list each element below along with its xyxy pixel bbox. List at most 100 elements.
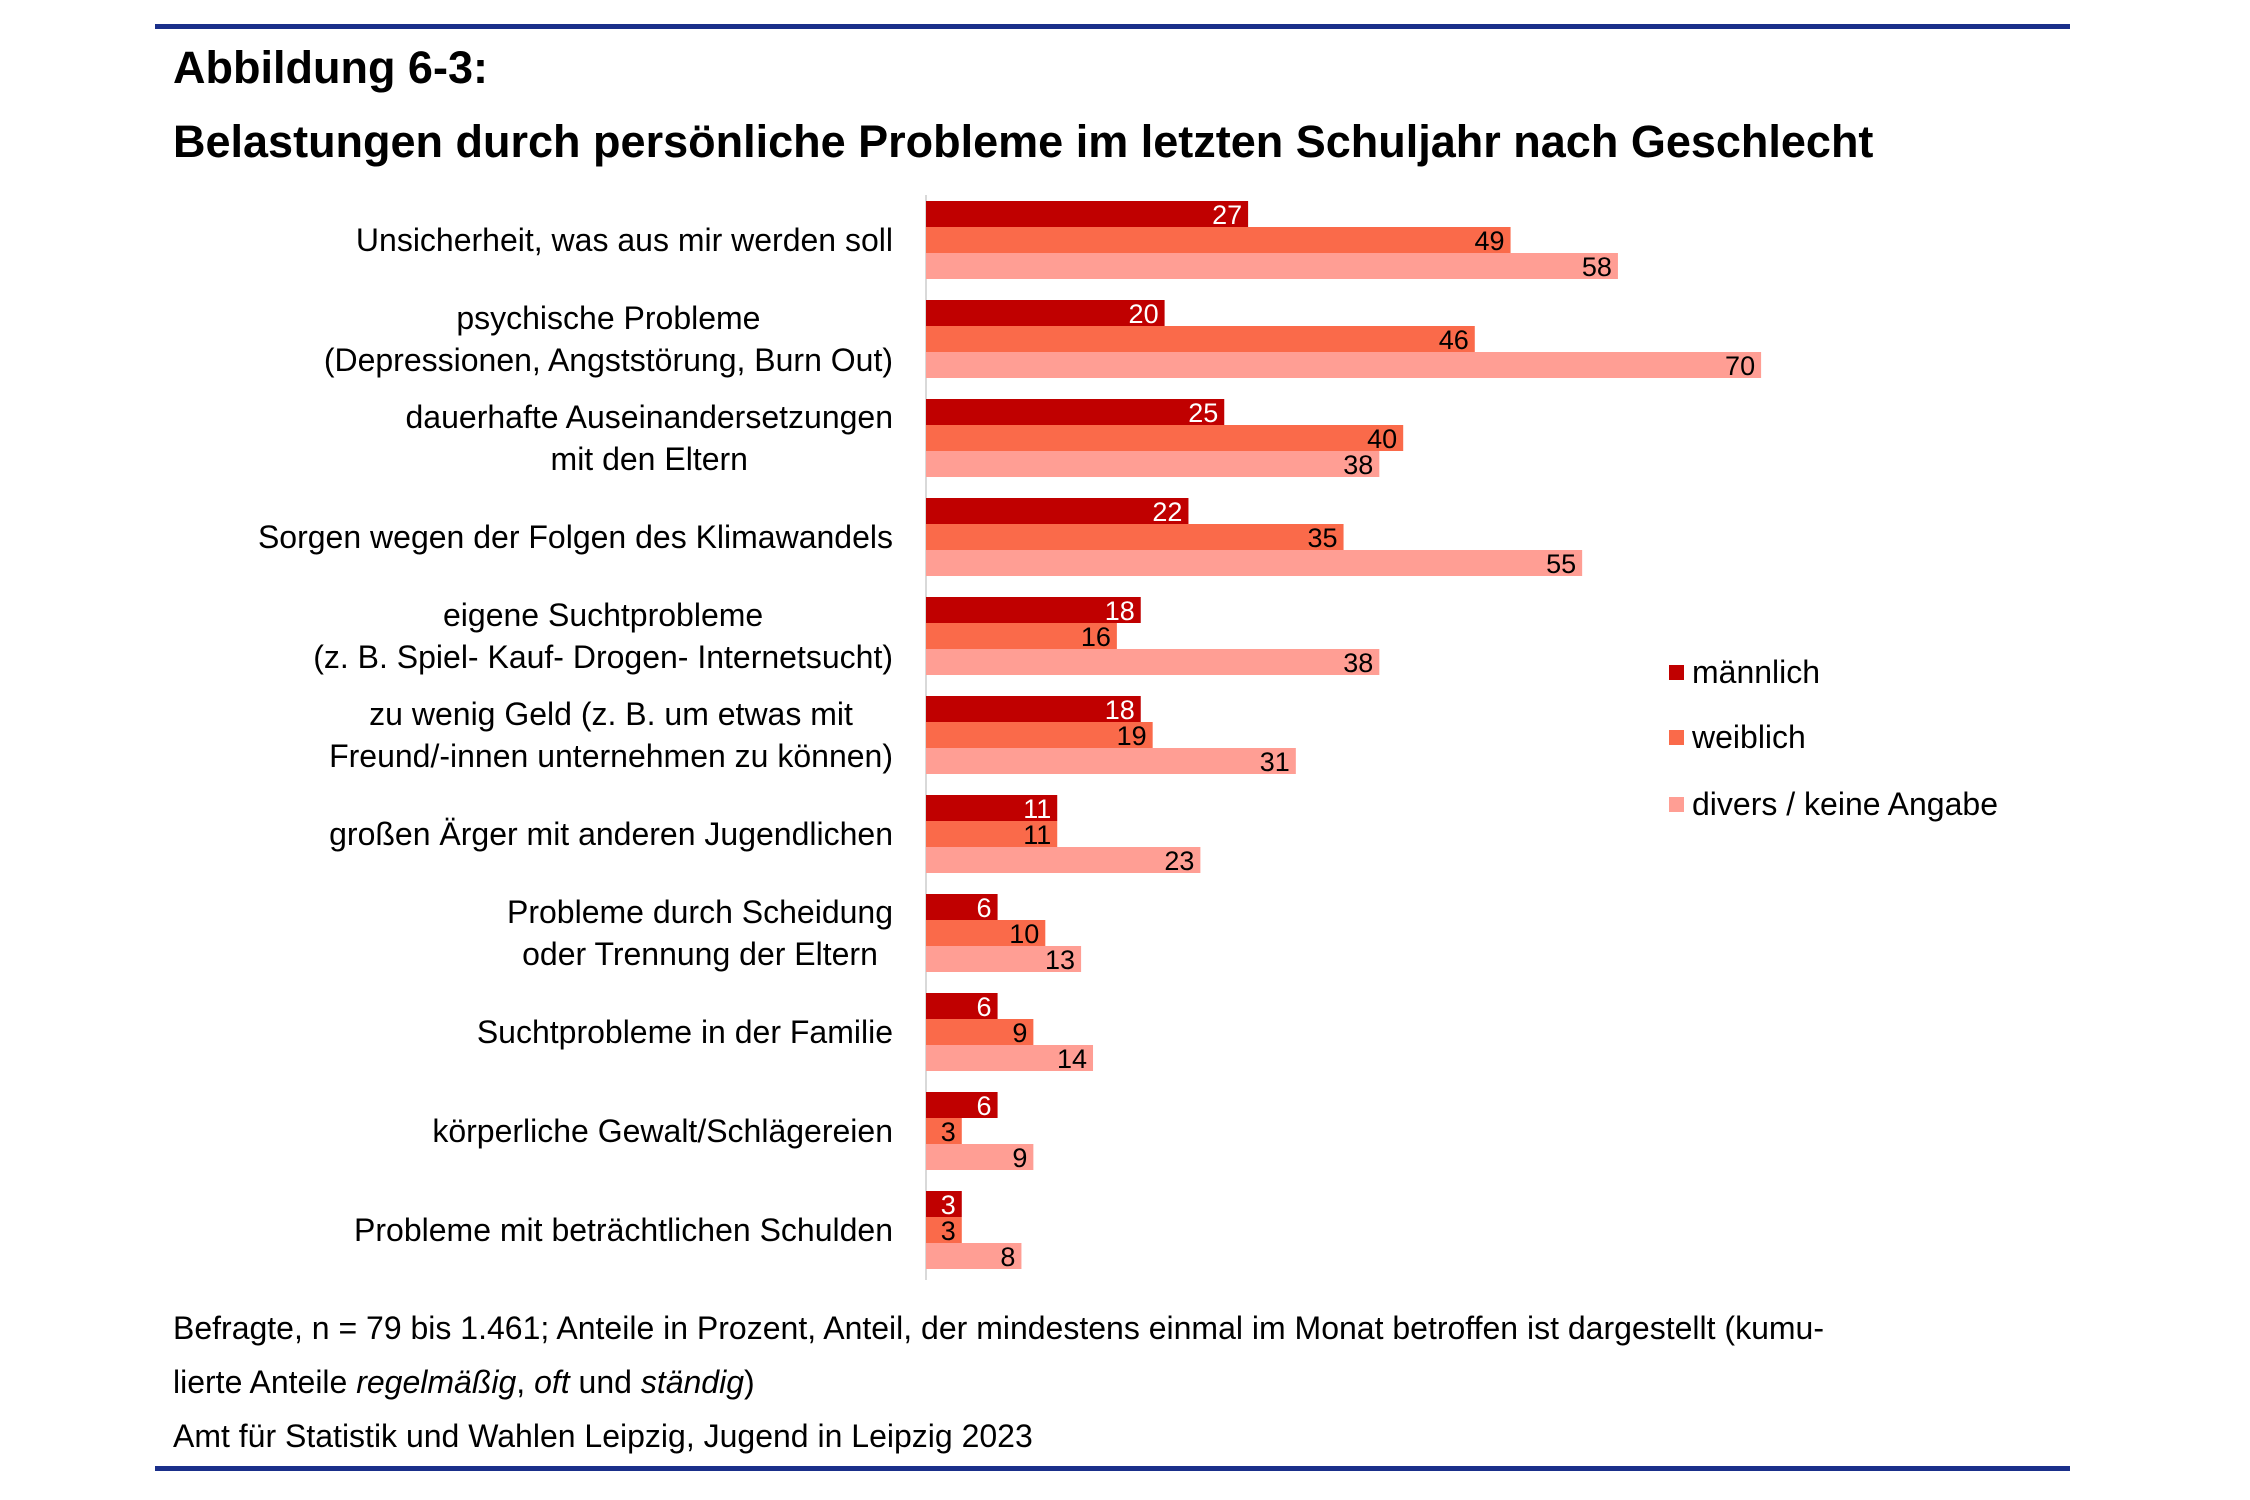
category-label-text: Probleme mit beträchtlichen Schulden: [354, 1212, 893, 1248]
legend-label: weiblich: [1692, 719, 1806, 755]
category-label-text: großen Ärger mit anderen Jugendlichen: [329, 816, 893, 852]
footnote-text: lierte Anteile: [173, 1364, 357, 1400]
bar: [926, 696, 1141, 722]
data-label: 19: [1117, 721, 1147, 751]
bar: [926, 795, 1058, 821]
data-label: 40: [1367, 424, 1397, 454]
footnote-line1: Befragte, n = 79 bis 1.461; Anteile in P…: [173, 1310, 1824, 1346]
category-label-text: psychische Probleme (Depressionen, Angst…: [323, 300, 893, 378]
bar: [926, 550, 1583, 576]
bar-chart: 2749582046702540382235551816381819311111…: [925, 195, 1762, 1280]
bar: [926, 894, 998, 920]
legend-item: männlich: [1669, 654, 1820, 691]
bar: [926, 201, 1249, 227]
bar: [926, 498, 1189, 524]
category-label: dauerhafte Auseinandersetzungen mit den …: [0, 399, 894, 477]
data-label: 20: [1129, 299, 1159, 329]
bar: [926, 425, 1404, 451]
category-label-text: zu wenig Geld (z. B. um etwas mit Freund…: [329, 696, 893, 774]
data-label: 6: [977, 893, 992, 923]
data-label: 6: [977, 1091, 992, 1121]
bar: [926, 1144, 1034, 1170]
bar: [926, 451, 1380, 477]
category-label: großen Ärger mit anderen Jugendlichen: [0, 795, 893, 873]
category-label: Probleme mit beträchtlichen Schulden: [0, 1191, 893, 1269]
data-label: 14: [1057, 1044, 1087, 1074]
category-label: zu wenig Geld (z. B. um etwas mit Freund…: [0, 696, 893, 774]
chart-title: Belastungen durch persönliche Probleme i…: [173, 116, 1874, 167]
bar: [926, 352, 1762, 378]
bar: [926, 847, 1201, 873]
data-label: 3: [941, 1216, 956, 1246]
footnote-text: und: [569, 1364, 641, 1400]
bar: [926, 1243, 1022, 1269]
data-label: 3: [941, 1190, 956, 1220]
category-label-text: Unsicherheit, was aus mir werden soll: [355, 222, 893, 258]
data-label: 10: [1009, 919, 1039, 949]
bar: [926, 253, 1618, 279]
category-label-text: eigene Suchtprobleme (z. B. Spiel- Kauf-…: [313, 597, 893, 675]
category-label: psychische Probleme (Depressionen, Angst…: [0, 300, 893, 378]
footnote-text: ,: [516, 1364, 535, 1400]
category-label: Unsicherheit, was aus mir werden soll: [0, 201, 893, 279]
category-label: eigene Suchtprobleme (z. B. Spiel- Kauf-…: [0, 597, 893, 675]
source-note: Amt für Statistik und Wahlen Leipzig, Ju…: [173, 1418, 1033, 1454]
footnote-em: oft: [534, 1364, 570, 1400]
bar: [926, 300, 1165, 326]
figure-label: Abbildung 6-3:: [173, 42, 488, 93]
data-label: 11: [1023, 820, 1051, 850]
bar: [926, 1191, 962, 1217]
data-label: 9: [1012, 1143, 1027, 1173]
data-label: 38: [1343, 648, 1373, 678]
data-label: 16: [1081, 622, 1111, 652]
bar: [926, 1092, 998, 1118]
data-label: 58: [1582, 252, 1612, 282]
bar: [926, 1217, 962, 1243]
data-label: 49: [1475, 226, 1505, 256]
bar: [926, 227, 1511, 253]
legend-label: männlich: [1692, 654, 1821, 690]
legend-item: weiblich: [1669, 719, 1806, 756]
category-label-text: Probleme durch Scheidung oder Trennung d…: [506, 894, 893, 972]
legend-swatch: [1669, 797, 1684, 812]
legend-label: divers / keine Angabe: [1692, 786, 1998, 822]
data-label: 18: [1105, 596, 1135, 626]
data-label: 27: [1212, 200, 1242, 230]
footnote-em: regelmäßig: [356, 1364, 517, 1400]
footnote-text: ): [744, 1364, 755, 1400]
category-label: Probleme durch Scheidung oder Trennung d…: [0, 894, 893, 972]
category-label: körperliche Gewalt/Schlägereien: [0, 1092, 893, 1170]
data-label: 35: [1308, 523, 1338, 553]
data-label: 13: [1045, 945, 1075, 975]
bar: [926, 1118, 962, 1144]
top-rule: [155, 24, 2070, 29]
bar: [926, 524, 1344, 550]
legend-swatch: [1669, 730, 1684, 745]
bar: [926, 597, 1141, 623]
data-label: 25: [1188, 398, 1218, 428]
bar: [926, 722, 1153, 748]
category-label-text: dauerhafte Auseinandersetzungen mit den …: [405, 399, 894, 477]
category-label-text: Sorgen wegen der Folgen des Klimawandels: [257, 519, 893, 555]
data-label: 9: [1012, 1018, 1027, 1048]
data-label: 18: [1105, 695, 1135, 725]
data-label: 46: [1439, 325, 1469, 355]
bar: [926, 326, 1475, 352]
category-label-text: körperliche Gewalt/Schlägereien: [432, 1113, 893, 1149]
bar: [926, 993, 998, 1019]
footnote-line2: lierte Anteile regelmäßig, oft und ständ…: [173, 1364, 755, 1401]
footnote-em: ständig: [640, 1364, 744, 1400]
bar: [926, 623, 1117, 649]
bar: [926, 748, 1296, 774]
category-label: Sorgen wegen der Folgen des Klimawandels: [0, 498, 893, 576]
data-label: 31: [1260, 747, 1290, 777]
data-label: 22: [1152, 497, 1182, 527]
bar: [926, 821, 1058, 847]
legend-swatch: [1669, 665, 1684, 680]
bar: [926, 399, 1225, 425]
category-label-text: Suchtprobleme in der Familie: [476, 1014, 893, 1050]
data-label: 23: [1164, 846, 1194, 876]
category-label: Suchtprobleme in der Familie: [0, 993, 893, 1071]
data-label: 38: [1343, 450, 1373, 480]
bar: [926, 946, 1082, 972]
